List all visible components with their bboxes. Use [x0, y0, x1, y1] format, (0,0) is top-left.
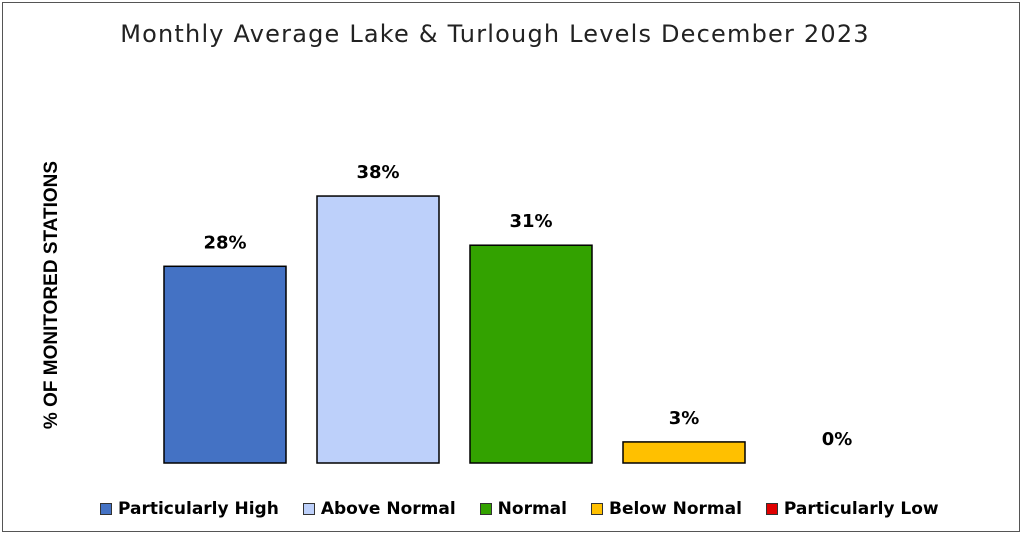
legend: Particularly High Above Normal Normal Below… [100, 498, 963, 520]
legend-label: Particularly High [118, 499, 279, 519]
data-label-normal: 31% [509, 211, 552, 232]
legend-label: Below Normal [608, 499, 742, 519]
legend-item-normal: Normal [479, 499, 567, 519]
legend-swatch [765, 503, 778, 515]
legend-swatch [590, 503, 603, 515]
legend-item-particularly-low: Particularly Low [765, 499, 939, 519]
bar-above-normal [316, 195, 440, 464]
legend-item-above-normal: Above Normal [302, 499, 456, 519]
legend-swatch [479, 503, 492, 515]
legend-label: Above Normal [320, 499, 456, 519]
legend-swatch [100, 503, 112, 515]
bar-normal [469, 244, 593, 464]
data-label-below-normal: 3% [669, 408, 700, 429]
chart-title: Monthly Average Lake & Turlough Levels D… [120, 20, 870, 48]
legend-label: Particularly Low [783, 499, 939, 519]
bar-particularly-high [163, 265, 287, 464]
data-label-above-normal: 38% [356, 162, 399, 183]
bar-below-normal [622, 441, 746, 464]
data-label-particularly-low: 0% [822, 429, 853, 450]
legend-item-particularly-high: Particularly High [100, 499, 279, 519]
legend-label: Normal [497, 499, 567, 519]
legend-swatch [302, 503, 315, 515]
legend-item-below-normal: Below Normal [590, 499, 742, 519]
data-label-particularly-high: 28% [203, 232, 246, 253]
